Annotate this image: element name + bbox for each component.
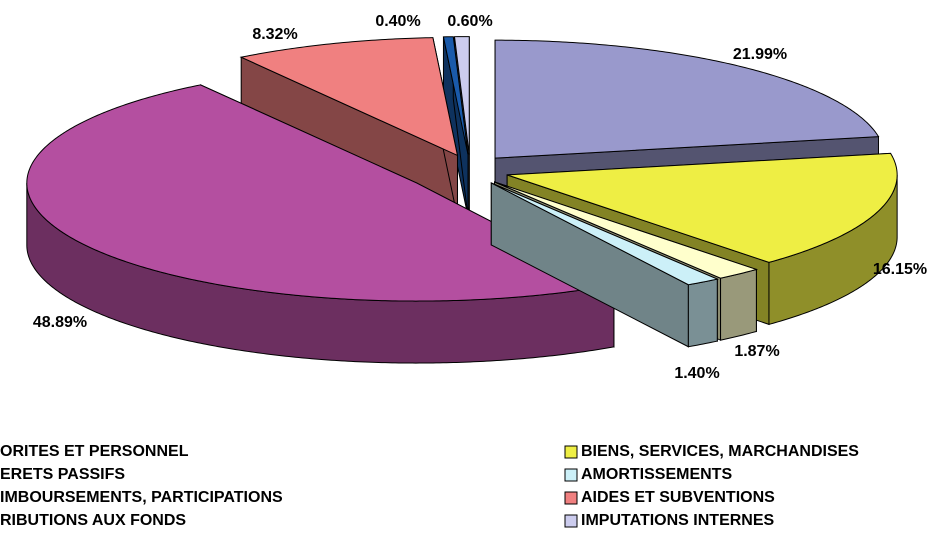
legend-label: AIDES ET SUBVENTIONS [581,489,775,506]
slice-top [491,182,719,286]
slice-top [239,37,459,157]
data-label: 1.40% [674,365,719,382]
legend-swatch [564,514,578,528]
data-label: 21.99% [733,46,787,63]
slice-top [494,39,880,159]
legend-swatch [564,445,578,459]
legend-label: IMBOURSEMENTS, PARTICIPATIONS [0,489,283,506]
slice-side [720,268,757,341]
data-label: 16.15% [873,261,927,278]
legend-label: BIENS, SERVICES, MARCHANDISES [581,443,859,460]
slice-side [687,278,718,348]
legend-label: ERETS PASSIFS [0,466,125,483]
legend-label: AMORTISSEMENTS [581,466,732,483]
slice-top [494,181,759,279]
data-label: 8.32% [252,26,297,43]
slice [442,36,469,217]
legend-label: ORITES ET PERSONNEL [0,443,189,460]
legend-label: IMPUTATIONS INTERNES [581,512,775,529]
data-label: 0.60% [447,13,492,30]
data-label: 48.89% [33,314,87,331]
slice-top [26,84,616,302]
slice-top [506,152,898,263]
legend-swatch [564,491,578,505]
slice [26,84,616,364]
legend-swatch [564,468,578,482]
legend-label: RIBUTIONS AUX FONDS [0,512,186,529]
slice-top [442,36,469,155]
data-label: 0.40% [375,13,420,30]
data-label: 1.87% [734,343,779,360]
slice-top [453,36,470,155]
slice [490,182,719,348]
